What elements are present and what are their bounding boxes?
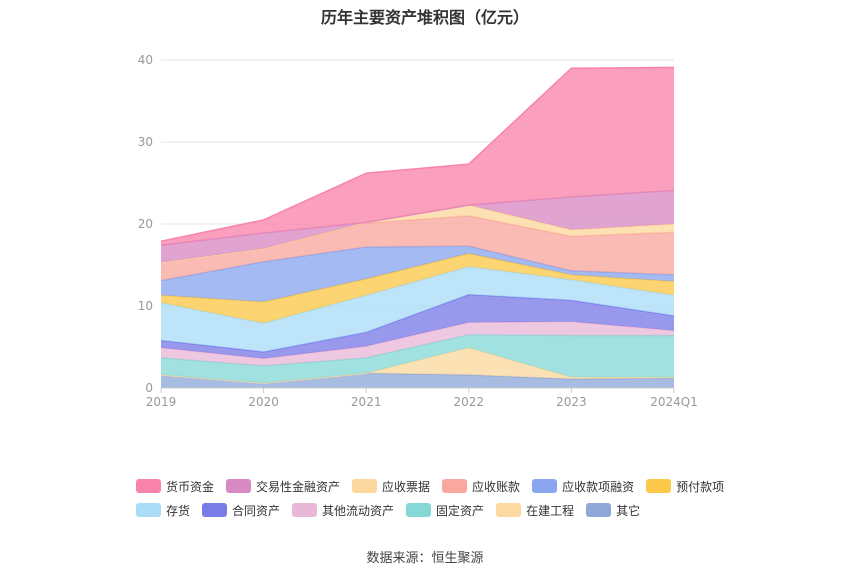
legend-swatch <box>226 479 252 493</box>
legend-item[interactable]: 存货 <box>136 502 190 519</box>
area-series <box>160 66 675 388</box>
y-tick-label: 30 <box>138 135 153 149</box>
legend-item[interactable]: 在建工程 <box>496 502 574 519</box>
area-line-货币资金 <box>160 66 675 242</box>
legend-row: 货币资金 交易性金融资产 应收票据 应收账款 应收款项融资 预付款项 <box>136 474 756 498</box>
legend-label: 预付款项 <box>676 479 725 494</box>
legend-swatch <box>442 479 468 493</box>
legend-item[interactable]: 合同资产 <box>202 502 280 519</box>
legend-label: 应收款项融资 <box>562 479 635 494</box>
legend-label: 固定资产 <box>436 503 485 518</box>
legend-swatch <box>136 503 161 517</box>
y-tick-label: 10 <box>138 299 153 313</box>
x-tick-label: 2019 <box>146 395 177 409</box>
legend-swatch <box>532 479 558 493</box>
legend-item[interactable]: 应收款项融资 <box>532 478 634 495</box>
x-tick-label: 2024Q1 <box>650 395 698 409</box>
y-tick-label: 0 <box>145 381 153 395</box>
area-在建工程 <box>161 347 674 384</box>
legend-swatch <box>586 503 612 517</box>
legend-item[interactable]: 预付款项 <box>646 478 724 495</box>
legend-label: 应收账款 <box>472 479 521 494</box>
legend-swatch <box>136 479 161 493</box>
legend-row: 存货 合同资产 其他流动资产 固定资产 在建工程 其它 <box>136 498 756 522</box>
x-tick-label: 2020 <box>248 395 279 409</box>
area-固定资产 <box>161 334 674 384</box>
legend-item[interactable]: 应收账款 <box>442 478 520 495</box>
legend-label: 合同资产 <box>232 503 281 518</box>
area-应收票据 <box>161 205 674 263</box>
legend-label: 交易性金融资产 <box>256 479 341 494</box>
legend-item[interactable]: 交易性金融资产 <box>226 478 340 495</box>
area-预付款项 <box>161 253 674 324</box>
legend-item[interactable]: 应收票据 <box>352 478 430 495</box>
legend-label: 货币资金 <box>166 479 215 494</box>
axes: 0 10 20 30 40 2019 2020 2021 2022 2023 2024Q1 <box>138 53 698 409</box>
legend-label: 其它 <box>616 503 641 518</box>
area-应收账款 <box>161 215 674 281</box>
area-其它 <box>161 373 674 388</box>
legend-swatch <box>406 503 432 517</box>
legend-item[interactable]: 其他流动资产 <box>292 502 394 519</box>
stacked-area-chart: 0 10 20 30 40 2019 2020 2021 2022 2023 2024Q1 <box>138 53 698 409</box>
area-货币资金 <box>161 67 674 246</box>
x-tick-label: 2021 <box>351 395 382 409</box>
area-其他流动资产 <box>161 321 674 366</box>
legend-swatch <box>292 503 318 517</box>
area-交易性金融资产 <box>161 190 674 263</box>
legend-swatch <box>352 479 378 493</box>
legend-label: 应收票据 <box>382 479 431 494</box>
area-合同资产 <box>161 294 674 359</box>
legend-swatch <box>202 503 228 517</box>
legend-item[interactable]: 其它 <box>586 502 640 519</box>
legend-label: 其他流动资产 <box>322 503 395 518</box>
x-tick-label: 2022 <box>454 395 485 409</box>
x-tick-label: 2023 <box>556 395 587 409</box>
area-存货 <box>161 266 674 352</box>
legend-label: 存货 <box>166 503 191 518</box>
legend-swatch <box>496 503 522 517</box>
source-note: 数据来源：恒生聚源 <box>366 551 484 566</box>
legend-item[interactable]: 固定资产 <box>406 502 484 519</box>
legend: 货币资金 交易性金融资产 应收票据 应收账款 应收款项融资 预付款项 存货 合同资产 其他流动… <box>136 474 756 522</box>
chart-title: 历年主要资产堆积图（亿元） <box>320 8 529 27</box>
legend-item[interactable]: 货币资金 <box>136 478 214 495</box>
y-tick-label: 20 <box>138 217 153 231</box>
y-tick-label: 40 <box>138 53 153 67</box>
legend-label: 在建工程 <box>526 503 575 518</box>
legend-swatch <box>646 479 672 493</box>
area-应收款项融资 <box>161 246 674 302</box>
